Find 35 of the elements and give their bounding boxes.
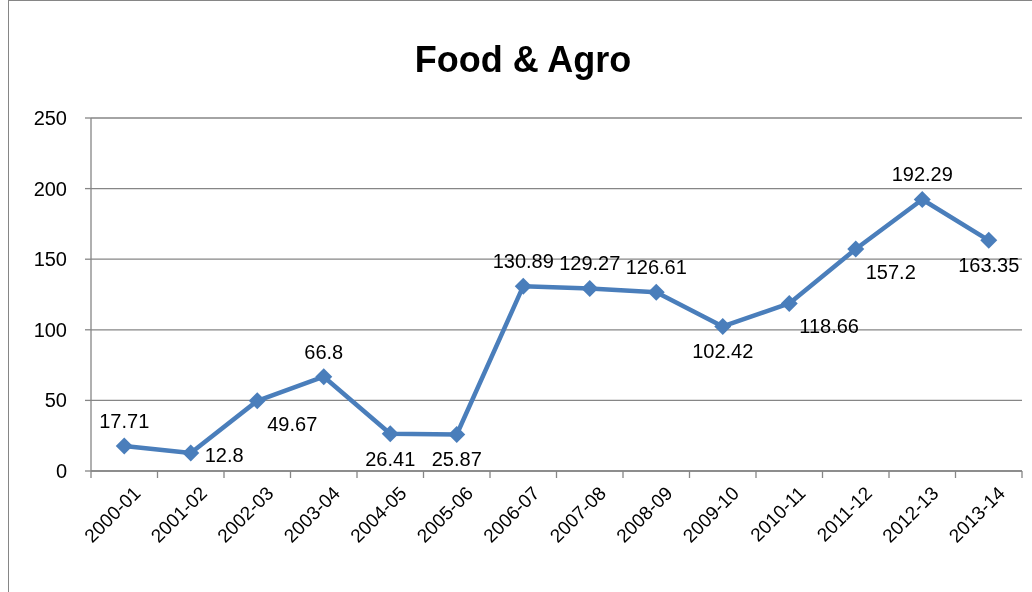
point <box>115 437 133 455</box>
data-label: 192.29 <box>891 163 953 186</box>
data-label: 118.66 <box>799 315 859 338</box>
y-tick-label: 100 <box>33 318 67 341</box>
point <box>315 368 333 386</box>
point <box>381 425 399 443</box>
data-label: 49.67 <box>267 412 318 435</box>
data-label: 26.41 <box>365 447 416 470</box>
data-label: 25.87 <box>431 448 482 471</box>
data-label: 12.8 <box>204 443 244 466</box>
point <box>780 294 798 312</box>
data-label: 163.35 <box>958 254 1020 277</box>
point <box>913 190 931 208</box>
point <box>980 231 998 249</box>
data-label: 157.2 <box>865 261 916 284</box>
y-tick-label: 200 <box>33 177 67 200</box>
point <box>514 277 532 295</box>
point <box>248 392 266 410</box>
data-label: 102.42 <box>692 340 754 363</box>
y-tick-label: 250 <box>33 107 67 129</box>
chart-title: Food & Agro <box>414 39 632 80</box>
point <box>714 317 732 335</box>
point <box>182 444 200 462</box>
data-label: 17.71 <box>99 409 150 432</box>
point <box>847 240 865 258</box>
y-tick-label: 0 <box>55 460 67 482</box>
point <box>448 425 466 443</box>
data-label: 130.89 <box>492 250 554 273</box>
point <box>647 283 665 301</box>
data-label: 66.8 <box>304 340 344 363</box>
y-tick-label: 50 <box>44 389 67 412</box>
data-label: 129.27 <box>559 252 621 275</box>
data-label: 126.61 <box>625 256 687 279</box>
y-tick-label: 150 <box>33 248 67 271</box>
point <box>581 279 599 297</box>
